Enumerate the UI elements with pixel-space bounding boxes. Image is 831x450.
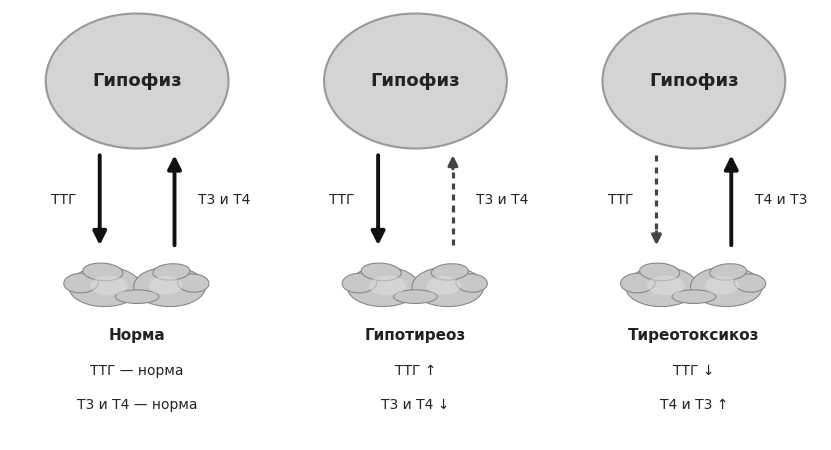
Ellipse shape xyxy=(342,273,376,293)
Text: Гипофиз: Гипофиз xyxy=(371,72,460,90)
Text: ТТГ — норма: ТТГ — норма xyxy=(91,364,184,378)
Ellipse shape xyxy=(647,275,685,296)
Ellipse shape xyxy=(691,267,762,306)
Ellipse shape xyxy=(705,276,739,295)
Text: Тиреотоксикоз: Тиреотоксикоз xyxy=(628,328,760,343)
Text: ТТГ: ТТГ xyxy=(607,193,633,207)
Text: ТТГ: ТТГ xyxy=(329,193,355,207)
Ellipse shape xyxy=(431,264,468,280)
Ellipse shape xyxy=(69,267,140,306)
Text: Гипофиз: Гипофиз xyxy=(92,72,182,90)
Ellipse shape xyxy=(672,290,715,303)
Ellipse shape xyxy=(369,275,406,296)
Text: ТТГ ↓: ТТГ ↓ xyxy=(673,364,715,378)
Ellipse shape xyxy=(394,290,437,303)
Ellipse shape xyxy=(324,14,507,149)
Ellipse shape xyxy=(626,267,697,306)
Ellipse shape xyxy=(602,14,785,149)
Ellipse shape xyxy=(735,274,765,292)
Text: Т4 и Т3 ↑: Т4 и Т3 ↑ xyxy=(660,398,728,412)
Ellipse shape xyxy=(412,267,484,306)
Text: Норма: Норма xyxy=(109,328,165,343)
Text: Т3 и Т4: Т3 и Т4 xyxy=(198,193,250,207)
Ellipse shape xyxy=(178,274,209,292)
Text: ТТГ ↑: ТТГ ↑ xyxy=(395,364,436,378)
Ellipse shape xyxy=(91,275,128,296)
Text: Гипотиреоз: Гипотиреоз xyxy=(365,328,466,343)
Ellipse shape xyxy=(347,267,419,306)
Ellipse shape xyxy=(710,264,746,280)
Text: Т3 и Т4: Т3 и Т4 xyxy=(476,193,529,207)
Ellipse shape xyxy=(116,290,159,303)
Ellipse shape xyxy=(64,273,98,293)
Ellipse shape xyxy=(426,276,460,295)
Text: ТТГ: ТТГ xyxy=(51,193,76,207)
Text: Т3 и Т4 ↓: Т3 и Т4 ↓ xyxy=(381,398,450,412)
Ellipse shape xyxy=(621,273,655,293)
Ellipse shape xyxy=(361,263,401,281)
Ellipse shape xyxy=(134,267,205,306)
Ellipse shape xyxy=(153,264,189,280)
Text: Т3 и Т4 — норма: Т3 и Т4 — норма xyxy=(76,398,198,412)
Text: Т4 и Т3: Т4 и Т3 xyxy=(755,193,807,207)
Ellipse shape xyxy=(148,276,182,295)
Text: Гипофиз: Гипофиз xyxy=(649,72,739,90)
Ellipse shape xyxy=(456,274,487,292)
Ellipse shape xyxy=(640,263,680,281)
Ellipse shape xyxy=(46,14,229,149)
Ellipse shape xyxy=(83,263,123,281)
